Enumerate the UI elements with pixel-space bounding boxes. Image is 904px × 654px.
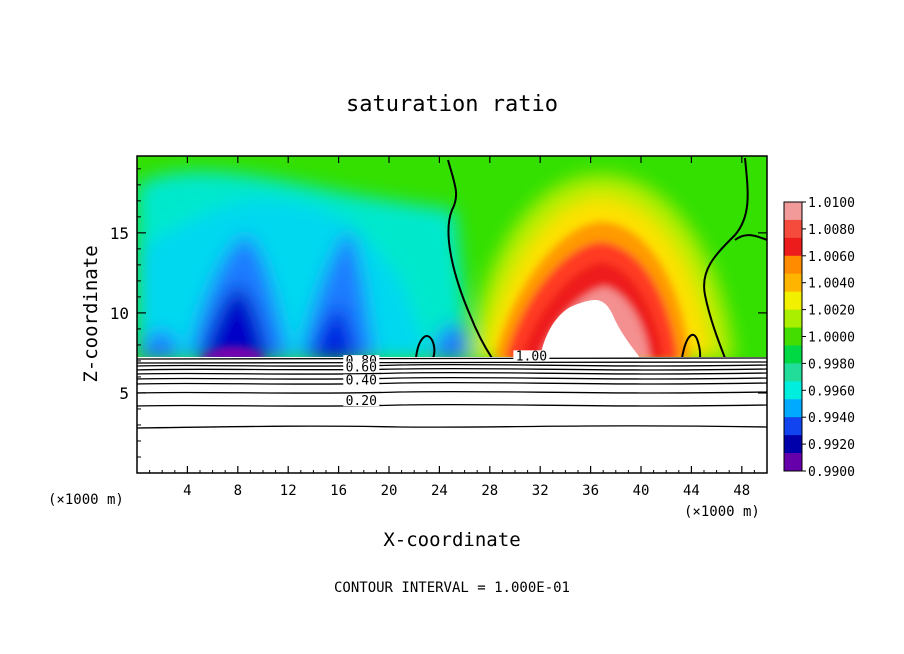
colorbar-label: 1.0000	[808, 331, 855, 346]
x-tick-label: 44	[683, 483, 700, 499]
x-axis-label: X-coordinate	[383, 529, 520, 551]
chart-title: saturation ratio	[346, 92, 558, 117]
y-axis-ticks: 5 10 15	[110, 168, 767, 458]
x-tick-label: 40	[633, 483, 650, 499]
colorbar-swatch	[784, 219, 802, 239]
contour-label: 1.00	[516, 349, 547, 364]
colorbar-swatch	[784, 202, 802, 221]
x-tick-label: 8	[234, 483, 242, 499]
y-tick-label: 10	[110, 304, 129, 323]
contour-line-1-00-bump-2	[681, 333, 702, 357]
colorbar-swatch	[784, 237, 802, 257]
colorbar-label: 0.9920	[808, 438, 855, 453]
colorbar-swatch	[784, 309, 802, 329]
colorbar-swatch	[784, 255, 802, 275]
colorbar-swatch	[784, 381, 802, 400]
contour-label: 0.60	[346, 361, 377, 376]
colorbar-swatch	[784, 327, 802, 346]
colorbar-label: 0.9980	[808, 357, 855, 372]
contour-label-bg	[343, 374, 380, 386]
contour-line-1-00-far-right	[703, 157, 749, 357]
x-tick-label: 4	[183, 483, 191, 499]
colorbar-swatch	[784, 399, 802, 418]
x-tick-label: 48	[733, 483, 750, 499]
colorbar-swatch	[784, 273, 802, 293]
colorbar-label: 1.0040	[808, 277, 855, 292]
contour-line-1-00-bump-1	[415, 335, 436, 357]
colorbar-swatch	[784, 363, 802, 382]
contour-line-1-00-right	[447, 159, 493, 357]
colorbar-swatch	[784, 435, 802, 454]
contour-label-bg	[343, 355, 380, 367]
contour-labels: 0.800.600.400.201.00	[343, 349, 550, 409]
contour-label-bg	[343, 395, 380, 407]
colorbar-swatch	[784, 417, 802, 436]
contour-line-1-00-upper-right	[734, 234, 767, 241]
y-tick-label: 5	[119, 384, 129, 403]
colorbar-swatch	[784, 345, 802, 364]
colorbar-label: 1.0020	[808, 304, 855, 319]
colorbar-label: 1.0060	[808, 250, 855, 265]
colorbar-label: 1.0080	[808, 223, 855, 238]
x-tick-label: 24	[431, 483, 448, 499]
x-tick-label: 36	[582, 483, 599, 499]
x-axis-ticks: 4 8 12 16 20 24 28 32 36 40 44 48	[149, 156, 755, 499]
colorbar-swatch	[784, 291, 802, 311]
x-tick-label: 28	[481, 483, 498, 499]
contour-label: 0.40	[346, 373, 377, 388]
x-tick-label: 16	[330, 483, 347, 499]
colorbar-labels: 1.0100 1.0080 1.0060 1.0040 1.0020 1.0000 0.99…	[802, 196, 855, 480]
colorbar-label: 0.9960	[808, 384, 855, 399]
colorbar-swatch	[784, 453, 802, 472]
colorbar	[783, 201, 803, 472]
x-tick-label: 20	[381, 483, 398, 499]
colorbar-label: 0.9900	[808, 465, 855, 480]
contour-label-bg	[513, 350, 550, 362]
colorbar-label: 1.0100	[808, 196, 855, 211]
x-tick-label: 32	[532, 483, 549, 499]
colorbar-label: 0.9940	[808, 411, 855, 426]
y-tick-label: 15	[110, 224, 129, 243]
x-tick-label: 12	[280, 483, 297, 499]
white-core	[540, 300, 640, 357]
x-axis-unit-right: (×1000 m)	[684, 504, 760, 520]
contour-label: 0.20	[346, 394, 377, 409]
contour-label-bg	[343, 361, 380, 373]
saturation-field	[137, 156, 767, 357]
y-axis-label: Z-coordinate	[80, 245, 102, 382]
x-axis-unit-left: (×1000 m)	[48, 492, 124, 508]
contour-interval-note: CONTOUR INTERVAL = 1.000E-01	[334, 580, 570, 596]
